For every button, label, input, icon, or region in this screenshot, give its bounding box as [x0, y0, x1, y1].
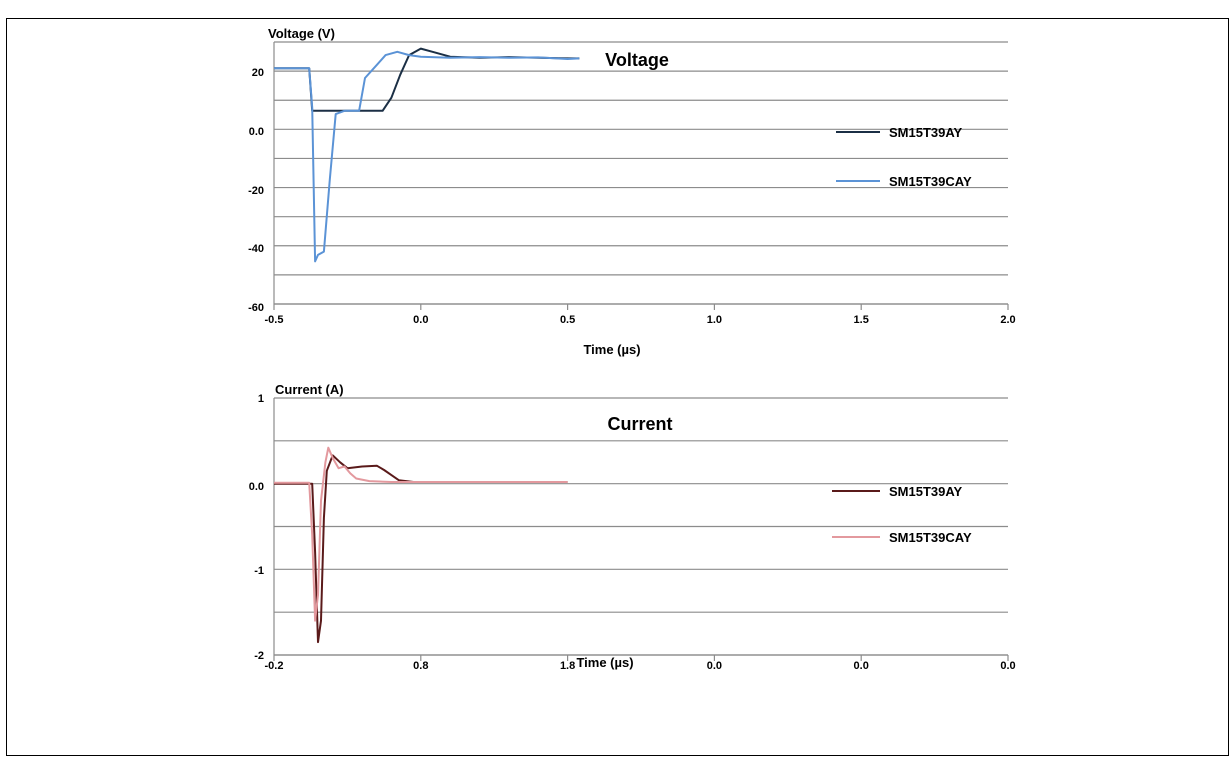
current-x-axis-label: Time (µs) — [576, 655, 633, 670]
legend-label: SM15T39AY — [889, 125, 963, 140]
legend-label: SM15T39CAY — [889, 530, 972, 545]
voltage-x-axis-label: Time (µs) — [583, 342, 640, 357]
x-tick-label: 0.5 — [560, 314, 575, 326]
voltage-series — [274, 47, 580, 263]
voltage-chart: -0.5 0.0 0.5 1.0 1.5 2.0 20 0.0 -20 -40 -60 Voltag… — [248, 26, 1016, 357]
series-line-sm15t39cay — [274, 446, 568, 622]
current-legend: SM15T39AY SM15T39CAY — [832, 484, 972, 545]
x-tick-label: -0.5 — [265, 314, 284, 326]
legend-label: SM15T39CAY — [889, 174, 972, 189]
voltage-y-axis-label: Voltage (V) — [268, 26, 335, 41]
x-tick-label: 2.0 — [1000, 314, 1015, 326]
voltage-grid — [274, 41, 1008, 305]
x-tick-label: 1.8 — [560, 660, 575, 672]
current-axes — [273, 398, 1008, 656]
y-tick-label: -20 — [248, 185, 264, 197]
current-y-axis-label: Current (A) — [275, 382, 344, 397]
current-grid — [274, 397, 1008, 656]
x-tick-label: 0.8 — [413, 660, 428, 672]
y-tick-label: 0.0 — [249, 126, 264, 138]
y-tick-label: 0.0 — [249, 481, 264, 493]
figure-frame — [6, 18, 1229, 756]
x-tick-label: 0.0 — [854, 660, 869, 672]
series-line-sm15t39cay — [274, 50, 580, 263]
voltage-axes — [273, 42, 1008, 305]
current-ticks: -0.2 0.8 1.8 0.0 0.0 0.0 1 0.0 -1 -2 — [249, 393, 1016, 672]
y-tick-label: 1 — [258, 393, 264, 405]
x-tick-label: 1.5 — [854, 314, 869, 326]
x-tick-label: 1.0 — [707, 314, 722, 326]
voltage-ticks: -0.5 0.0 0.5 1.0 1.5 2.0 20 0.0 -20 -40 -60 — [248, 67, 1016, 326]
x-tick-label: -0.2 — [265, 660, 284, 672]
current-series — [274, 446, 568, 644]
current-chart: -0.2 0.8 1.8 0.0 0.0 0.010.0-1-2 Current (A) … — [249, 382, 1016, 672]
y-tick-label: 20 — [252, 67, 264, 79]
voltage-legend: SM15T39AY SM15T39CAY — [836, 125, 972, 189]
y-tick-label: -40 — [248, 243, 264, 255]
y-tick-label: -2 — [254, 650, 264, 662]
voltage-chart-title: Voltage — [605, 50, 669, 70]
x-tick-label: 0.0 — [413, 314, 428, 326]
y-tick-label: -1 — [254, 565, 264, 577]
legend-label: SM15T39AY — [889, 484, 963, 499]
y-tick-label: -60 — [248, 302, 264, 314]
x-tick-label: 0.0 — [1000, 660, 1015, 672]
x-tick-label: 0.0 — [707, 660, 722, 672]
current-chart-title: Current — [607, 414, 672, 434]
